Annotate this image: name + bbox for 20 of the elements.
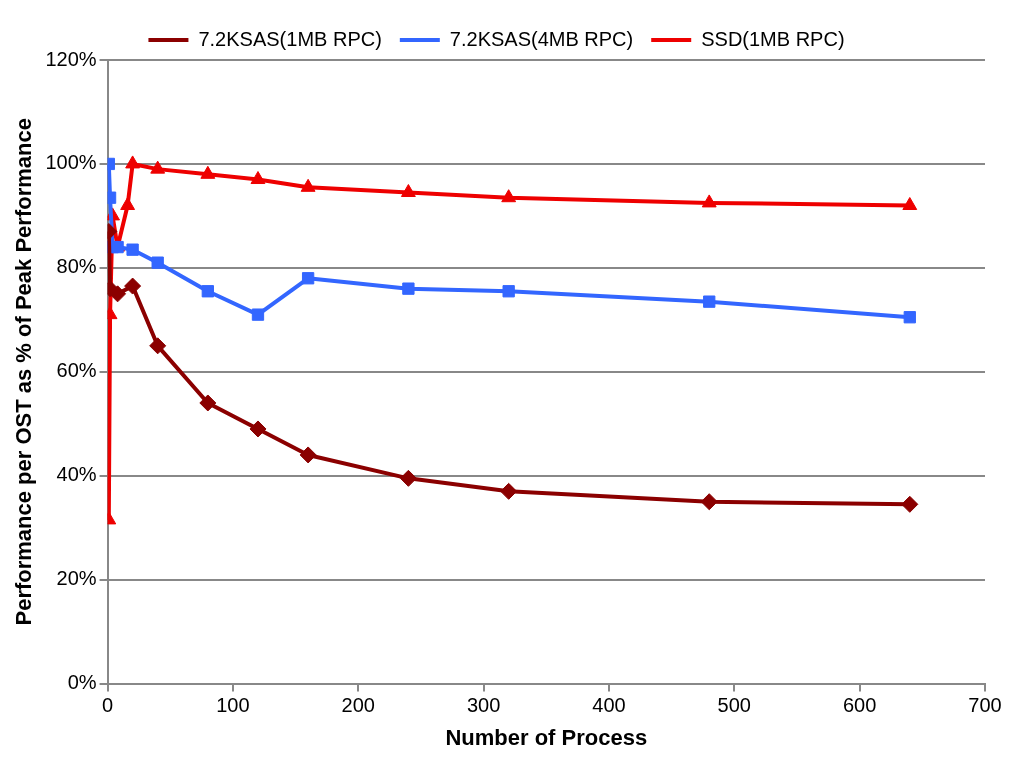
x-tick-label: 700 xyxy=(968,694,1002,717)
legend-label: SSD(1MB RPC) xyxy=(701,27,845,50)
x-tick-label: 0 xyxy=(101,694,114,717)
y-tick-label: 80% xyxy=(56,255,97,278)
x-tick-label: 400 xyxy=(592,694,626,717)
y-tick-label: 20% xyxy=(56,567,97,590)
x-tick-label: 200 xyxy=(341,694,375,717)
legend-label: 7.2KSAS(1MB RPC) xyxy=(198,27,382,50)
x-tick-label: 100 xyxy=(216,694,250,717)
x-tick-label: 600 xyxy=(842,694,877,717)
y-tick-label: 0% xyxy=(67,671,97,694)
y-tick-label: 40% xyxy=(56,463,97,486)
y-axis-title: Performance per OST as % of Peak Performance xyxy=(11,118,37,626)
y-tick-label: 120% xyxy=(45,47,97,70)
x-tick-label: 500 xyxy=(717,694,751,717)
x-tick-label: 300 xyxy=(466,694,501,717)
y-tick-label: 100% xyxy=(45,151,97,174)
x-axis-title: Number of Process xyxy=(445,724,648,750)
y-tick-label: 60% xyxy=(56,359,97,382)
legend-label: 7.2KSAS(4MB RPC) xyxy=(449,27,634,50)
